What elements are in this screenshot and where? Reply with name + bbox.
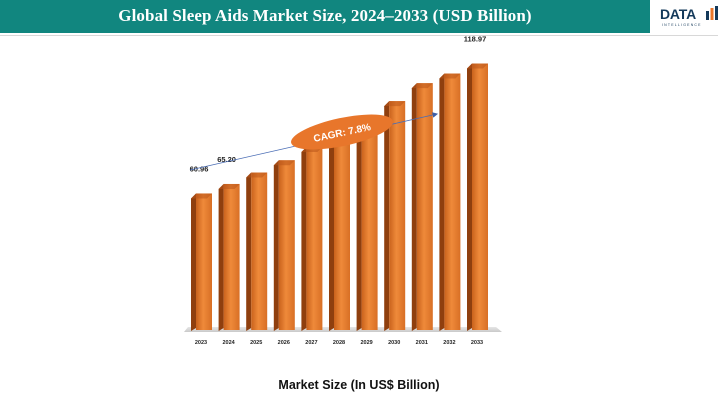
bar: [444, 73, 461, 331]
bar-side: [411, 83, 417, 331]
data-label: 118.97: [464, 35, 487, 44]
x-tick-label: 2032: [443, 340, 455, 346]
data-label: 60.96: [190, 164, 209, 173]
bar-side: [301, 146, 307, 331]
bar: [278, 160, 295, 330]
bar: [361, 117, 378, 330]
bar-top: [384, 101, 406, 107]
bar-side: [218, 183, 224, 331]
cagr-badge: [291, 114, 393, 150]
bar-top: [218, 183, 240, 189]
page-title: Global Sleep Aids Market Size, 2024–2033…: [118, 6, 532, 25]
bar: [306, 146, 323, 330]
data-label: 65.20: [217, 155, 236, 164]
bar-top: [439, 73, 461, 79]
x-tick-label: 2025: [250, 340, 262, 346]
bar: [196, 193, 212, 330]
bar-side: [467, 63, 472, 331]
bar-side: [439, 73, 445, 332]
bar-top: [411, 83, 433, 89]
x-tick-label: 2029: [360, 340, 372, 346]
x-tick-label: 2028: [333, 340, 345, 346]
bar-side: [329, 132, 334, 331]
bar-top: [191, 193, 212, 199]
x-axis-title: Market Size (In US$ Billion): [278, 378, 440, 392]
bar: [251, 172, 268, 330]
bar-side: [356, 117, 362, 331]
bar: [389, 101, 406, 331]
x-tick-label: 2031: [416, 340, 428, 346]
header-divider: [0, 35, 718, 36]
x-tick-label: 2030: [388, 340, 400, 346]
x-tick-label: 2033: [471, 340, 483, 346]
logo-text: DATA: [660, 6, 697, 22]
bar-side: [384, 101, 390, 332]
bar-top: [467, 63, 488, 69]
x-tick-label: 2027: [305, 340, 317, 346]
bar: [223, 183, 240, 330]
bar-top: [246, 172, 268, 178]
bar-top: [273, 160, 295, 166]
bar: [472, 63, 488, 330]
bar-side: [273, 160, 279, 331]
x-tick-label: 2026: [278, 340, 290, 346]
x-tick-label: 2024: [222, 340, 235, 346]
bar: [334, 132, 350, 330]
logo-subtext: INTELLIGENCE: [662, 23, 702, 27]
bar-side: [246, 172, 252, 331]
bar: [416, 83, 433, 330]
logo-bars-icon: [706, 6, 718, 20]
logo: DATA INTELLIGENCE: [650, 0, 718, 35]
x-tick-label: 2023: [195, 340, 207, 346]
bar-side: [191, 193, 196, 331]
header-bar: Global Sleep Aids Market Size, 2024–2033…: [0, 0, 718, 33]
